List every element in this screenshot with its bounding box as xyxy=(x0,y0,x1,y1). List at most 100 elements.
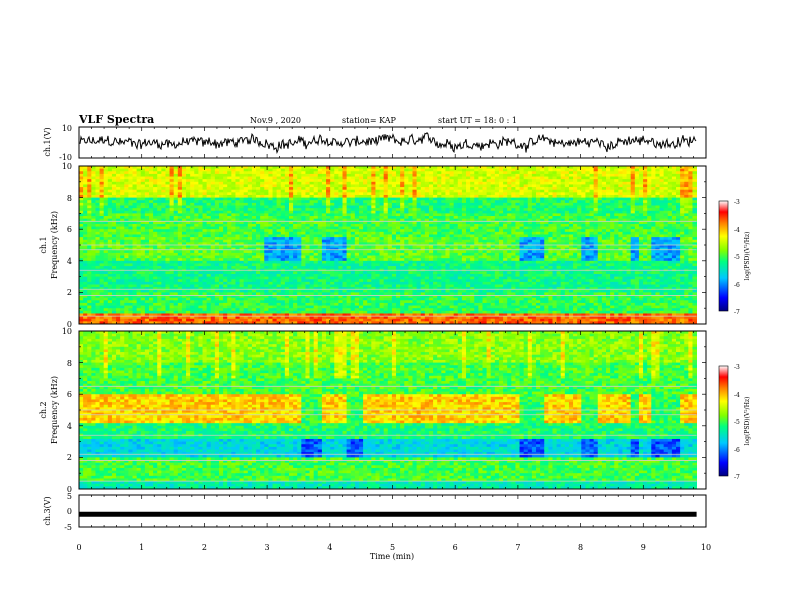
spectrogram-cell xyxy=(251,245,257,249)
spectrogram-cell xyxy=(338,247,343,251)
spectrogram-cell xyxy=(181,321,187,325)
spectrogram-cell xyxy=(95,192,100,196)
spectrogram-cell xyxy=(256,192,261,196)
spectrogram-cell xyxy=(177,271,183,275)
spectrogram-cell xyxy=(190,229,195,233)
spectrogram-cell xyxy=(111,250,117,254)
spectrogram-cell xyxy=(181,181,187,185)
spectrogram-cell xyxy=(363,171,368,175)
spectrogram-cell xyxy=(268,279,273,283)
spectrogram-cell xyxy=(214,205,220,209)
spectrogram-cell xyxy=(280,166,286,170)
spectrogram-cell xyxy=(342,273,348,277)
spectrogram-cell xyxy=(293,316,298,320)
spectrogram-cell xyxy=(116,247,121,251)
spectrogram-cell xyxy=(293,295,298,299)
spectrogram-cell xyxy=(177,260,183,264)
spectrogram-cell xyxy=(264,200,269,204)
spectrogram-cell xyxy=(334,260,339,264)
spectrogram-cell xyxy=(136,194,142,198)
spectrogram-cell xyxy=(268,194,273,198)
spectrogram-cell xyxy=(396,229,401,233)
spectrogram-cell xyxy=(87,237,92,241)
spectrogram-cell xyxy=(326,166,331,170)
spectrogram-cell xyxy=(354,295,360,299)
spectrogram-cell xyxy=(293,166,298,170)
spectrogram-cell xyxy=(243,208,249,212)
spectrogram-cell xyxy=(276,245,282,249)
spectrogram-cell xyxy=(157,284,162,288)
spectrogram-cell xyxy=(256,271,261,275)
spectrogram-cell xyxy=(186,316,191,320)
spectrogram-cell xyxy=(87,192,92,196)
spectrogram-cell xyxy=(301,255,306,259)
spectrogram-cell xyxy=(140,197,146,201)
spectrogram-cell xyxy=(276,289,282,293)
spectrogram-cell xyxy=(363,273,368,277)
spectrogram-cell xyxy=(227,276,232,280)
spectrogram-cell xyxy=(288,237,294,241)
spectrogram-cell xyxy=(218,284,224,288)
spectrogram-cell xyxy=(190,166,195,170)
spectrogram-cell xyxy=(181,223,187,227)
spectrogram-cell xyxy=(116,258,121,262)
spectrogram-cell xyxy=(251,197,257,201)
spectrogram-cell xyxy=(408,197,413,201)
spectrogram-cell xyxy=(326,302,331,306)
spectrogram-cell xyxy=(346,226,352,230)
spectrogram-cell xyxy=(124,205,129,209)
spectrogram-cell xyxy=(190,281,195,285)
spectrogram-cell xyxy=(128,279,133,283)
spectrogram-cell xyxy=(256,321,261,325)
spectrogram-cell xyxy=(400,250,405,254)
spectrogram-cell xyxy=(165,223,170,227)
spectrogram-cell xyxy=(111,292,117,296)
spectrogram-cell xyxy=(169,281,175,285)
spectrogram-cell xyxy=(288,308,294,312)
spectrogram-cell xyxy=(227,252,232,256)
spectrogram-cell xyxy=(239,229,245,233)
spectrogram-cell xyxy=(375,321,380,325)
spectrogram-cell xyxy=(272,166,278,170)
spectrogram-cell xyxy=(107,300,113,304)
spectrogram-cell xyxy=(321,321,327,325)
spectrogram-cell xyxy=(243,255,249,259)
spectrogram-cell xyxy=(338,168,343,172)
spectrogram-cell xyxy=(416,287,422,291)
spectrogram-cell xyxy=(416,171,422,175)
spectrogram-cell xyxy=(288,287,294,291)
spectrogram-cell xyxy=(116,302,121,306)
spectrogram-cell xyxy=(107,197,113,201)
spectrogram-cell xyxy=(210,300,216,304)
spectrogram-cell xyxy=(387,242,393,246)
spectrogram-cell xyxy=(198,284,203,288)
spectrogram-cell xyxy=(210,179,216,183)
spectrogram-cell xyxy=(132,234,138,238)
spectrogram-cell xyxy=(416,297,422,301)
spectrogram-cell xyxy=(153,316,158,320)
spectrogram-cell xyxy=(190,292,195,296)
spectrogram-cell xyxy=(354,192,360,196)
spectrogram-cell xyxy=(346,218,352,222)
spectrogram-cell xyxy=(260,194,265,198)
spectrogram-cell xyxy=(317,221,323,225)
spectrogram-cell xyxy=(268,234,273,238)
spectrogram-cell xyxy=(396,250,401,254)
spectrogram-cell xyxy=(342,197,348,201)
spectrogram-cell xyxy=(120,295,125,299)
spectrogram-cell xyxy=(309,218,315,222)
spectrogram-cell xyxy=(103,318,109,322)
spectrogram-cell xyxy=(239,273,245,277)
spectrogram-cell xyxy=(120,273,125,277)
spectrogram-cell xyxy=(247,305,253,309)
spectrogram-cell xyxy=(194,213,199,217)
spectrogram-cell xyxy=(350,210,356,214)
spectrogram-cell xyxy=(284,271,290,275)
spectrogram-cell xyxy=(363,237,368,241)
spectrogram-cell xyxy=(103,289,109,293)
spectrogram-cell xyxy=(313,318,319,322)
spectrogram-cell xyxy=(198,176,203,180)
spectrogram-cell xyxy=(272,247,278,251)
spectrogram-cell xyxy=(350,189,356,193)
spectrogram-cell xyxy=(79,250,84,254)
